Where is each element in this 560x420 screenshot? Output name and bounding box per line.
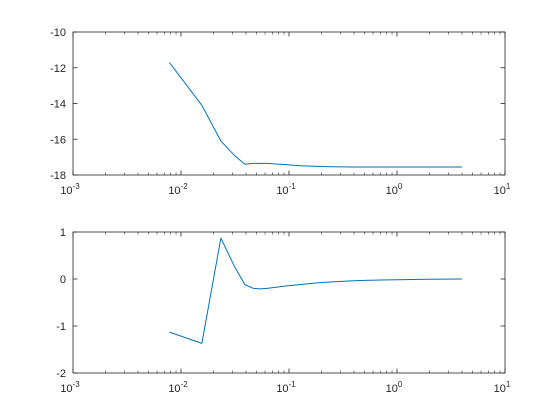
y-tick-label: -2 <box>56 368 66 380</box>
series-line <box>169 237 463 344</box>
x-tick-label: 10-1 <box>276 182 296 197</box>
y-tick-label: -16 <box>50 134 66 146</box>
x-tick-label: 10-2 <box>168 380 188 395</box>
y-tick-label: 0 <box>60 274 66 286</box>
x-tick-label: 10-1 <box>276 380 296 395</box>
y-tick-label: -12 <box>50 63 66 75</box>
y-tick-label: -18 <box>50 170 66 182</box>
x-tick-label: 100 <box>386 380 403 395</box>
x-tick-label: 10-3 <box>60 182 80 197</box>
x-tick-label: 10-3 <box>60 380 80 395</box>
x-tick-label: 10-2 <box>168 182 188 197</box>
x-tick-label: 100 <box>386 182 403 197</box>
y-tick-label: -14 <box>50 99 66 111</box>
series-line <box>168 62 463 168</box>
x-tick-label: 101 <box>494 182 511 197</box>
bottom-axes: 10-3 10-2 10-1 100 101 -2 -1 0 1 <box>56 227 511 395</box>
top-axes: 10-3 10-2 10-1 100 101 -18 -16 -14 -12 -10 <box>50 27 511 197</box>
y-tick-label: -1 <box>56 321 66 333</box>
x-tick-label: 101 <box>494 380 511 395</box>
y-tick-label: -10 <box>50 27 66 39</box>
y-tick-label: 1 <box>60 227 66 239</box>
